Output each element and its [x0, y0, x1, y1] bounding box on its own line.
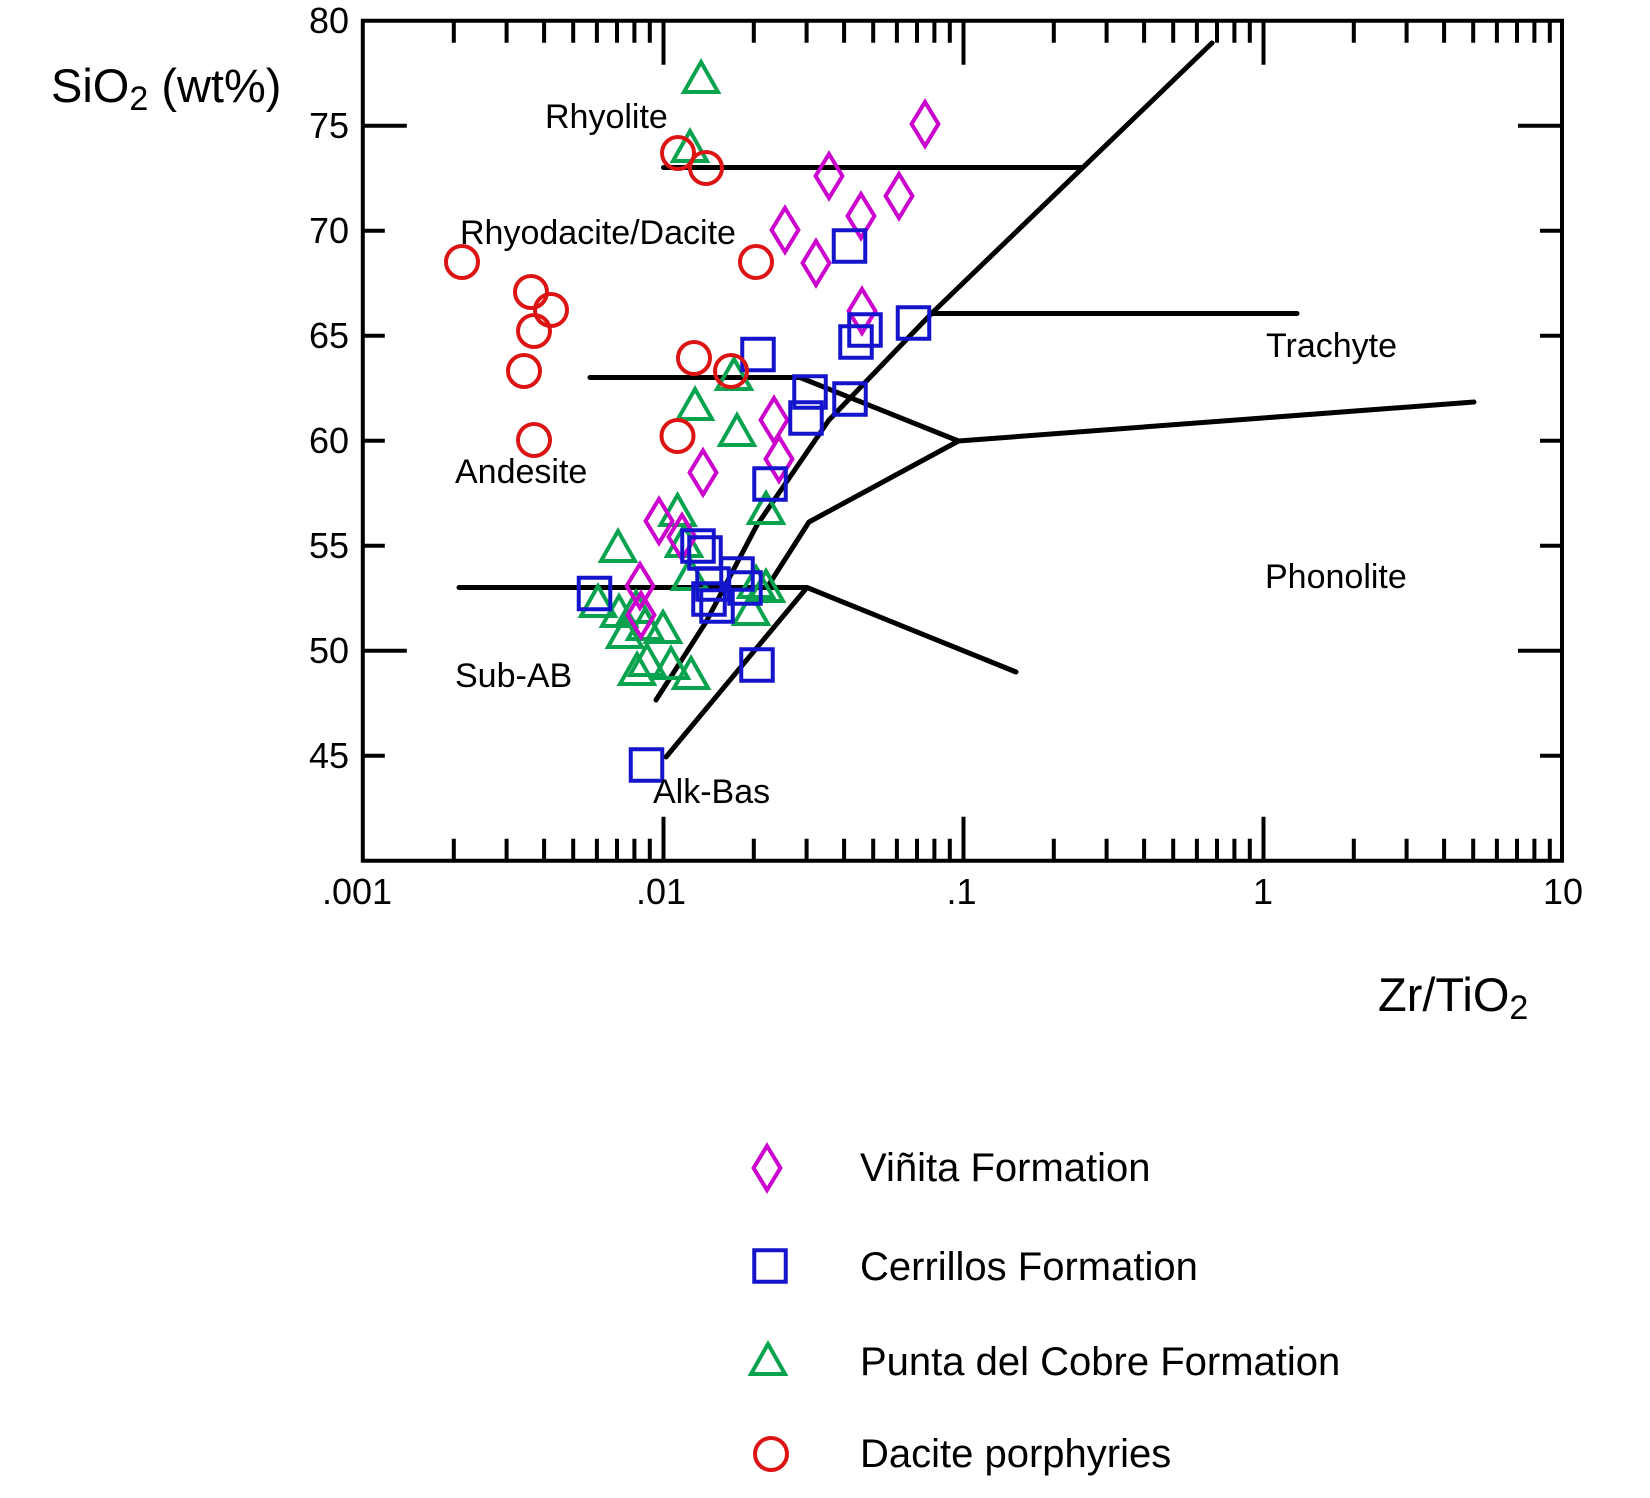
svg-text:60: 60 [309, 420, 349, 461]
svg-text:Dacite porphyries: Dacite porphyries [860, 1432, 1171, 1476]
svg-text:Phonolite: Phonolite [1265, 558, 1407, 596]
svg-text:65: 65 [309, 315, 349, 356]
svg-text:50: 50 [309, 630, 349, 671]
svg-text:.001: .001 [322, 871, 392, 912]
svg-text:Andesite: Andesite [455, 453, 587, 491]
svg-text:75: 75 [309, 105, 349, 146]
svg-text:80: 80 [309, 0, 349, 41]
svg-text:Sub-AB: Sub-AB [455, 657, 572, 695]
svg-text:70: 70 [309, 210, 349, 251]
svg-text:Viñita Formation: Viñita Formation [860, 1146, 1151, 1190]
svg-text:SiO2 (wt%): SiO2 (wt%) [51, 59, 281, 118]
svg-text:Cerrillos Formation: Cerrillos Formation [860, 1245, 1198, 1289]
svg-text:Alk-Bas: Alk-Bas [653, 773, 770, 811]
svg-text:45: 45 [309, 735, 349, 776]
svg-text:.01: .01 [636, 871, 686, 912]
svg-text:Punta del Cobre Formation: Punta del Cobre Formation [860, 1340, 1340, 1384]
svg-text:Rhyolite: Rhyolite [545, 98, 668, 136]
svg-text:55: 55 [309, 525, 349, 566]
svg-text:Rhyodacite/Dacite: Rhyodacite/Dacite [460, 214, 736, 252]
svg-text:1: 1 [1253, 871, 1273, 912]
svg-text:Zr/TiO2: Zr/TiO2 [1378, 968, 1528, 1027]
svg-text:Trachyte: Trachyte [1266, 327, 1397, 365]
svg-text:.1: .1 [946, 871, 976, 912]
svg-text:10: 10 [1543, 871, 1583, 912]
